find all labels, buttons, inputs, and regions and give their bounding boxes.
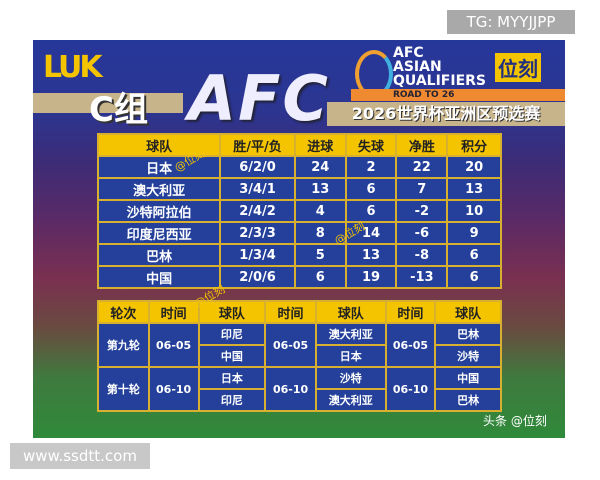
column-header: 球队	[434, 300, 502, 324]
match-date: 06-05	[264, 322, 317, 368]
logo-line: QUALIFIERS	[393, 73, 487, 89]
site-watermark: www.ssdtt.com	[10, 443, 150, 469]
table-row: 日本 6/2/0 24 2 22 20	[96, 155, 502, 179]
match-team: 澳大利亚	[314, 322, 387, 346]
table-cell: 6/2/0	[219, 155, 296, 179]
column-header: 积分	[446, 133, 502, 157]
table-cell: 13	[293, 177, 347, 201]
road-to-26: ROAD TO 26	[351, 89, 565, 101]
table-cell: 13	[344, 243, 398, 267]
match-date: 06-10	[384, 366, 437, 412]
fixture-row: 印尼 澳大利亚 巴林	[98, 388, 502, 412]
table-cell: 沙特阿拉伯	[96, 199, 222, 223]
subtitle: 2026世界杯亚洲区预选赛	[327, 102, 565, 126]
match-date: 06-05	[147, 322, 200, 368]
footer-credit: 头条 @位刻	[483, 414, 547, 428]
round-label: 第十轮	[97, 366, 150, 412]
column-header: 时间	[264, 300, 317, 324]
table-row: 印度尼西亚 2/3/3 8 14 -6 9	[96, 221, 502, 245]
match-team: 印尼	[197, 322, 267, 346]
match-team: 日本	[197, 366, 267, 390]
table-cell: 2/0/6	[219, 265, 296, 289]
standings-table: 球队 胜/平/负 进球 失球 净胜 积分 日本 6/2/0 24 2 22 20 澳大利亚 3/4/1 1…	[96, 133, 502, 289]
match-team: 中国	[197, 344, 267, 368]
table-cell: 6	[446, 265, 502, 289]
logo-line: ASIAN	[393, 59, 442, 75]
header-band	[33, 93, 183, 113]
column-header: 时间	[147, 300, 200, 324]
table-cell: -2	[395, 199, 449, 223]
table-cell: 3/4/1	[219, 177, 296, 201]
match-team: 沙特	[434, 344, 502, 368]
match-date: 06-10	[147, 366, 200, 412]
fixture-row: 中国 日本 沙特	[98, 344, 502, 368]
fixture-row: 第九轮 06-05 印尼 06-05 澳大利亚 06-05 巴林	[97, 322, 502, 368]
table-cell: 2/4/2	[219, 199, 296, 223]
brand-logo: 位刻	[495, 53, 541, 82]
table-cell: 2	[344, 155, 398, 179]
table-cell: 澳大利亚	[96, 177, 222, 201]
table-cell: -6	[395, 221, 449, 245]
column-header: 球队	[197, 300, 267, 324]
column-header: 失球	[344, 133, 398, 157]
afc-qualifiers-logo: AFC ASIAN QUALIFIERS	[393, 46, 486, 88]
table-cell: -13	[395, 265, 449, 289]
match-team: 印尼	[197, 388, 267, 412]
match-team: 沙特	[314, 366, 387, 390]
luk-logo: LUK	[43, 50, 103, 85]
table-row: 中国 2/0/6 6 19 -13 6	[96, 265, 502, 289]
table-row: 沙特阿拉伯 2/4/2 4 6 -2 10	[96, 199, 502, 223]
table-cell: 20	[446, 155, 502, 179]
tg-watermark: TG: MYYJJPP	[447, 10, 575, 34]
table-cell: 24	[293, 155, 347, 179]
table-cell: 8	[293, 221, 347, 245]
match-team: 巴林	[434, 388, 502, 412]
column-header: 进球	[293, 133, 347, 157]
round-label: 第九轮	[97, 322, 150, 368]
group-label: C组	[89, 90, 148, 130]
column-header: 净胜	[395, 133, 449, 157]
table-cell: 22	[395, 155, 449, 179]
table-cell: 日本	[96, 155, 222, 179]
table-cell: 9	[446, 221, 502, 245]
fixture-row: 第十轮 06-10 日本 06-10 沙特 06-10 中国	[97, 366, 502, 412]
table-cell: 6	[344, 199, 398, 223]
column-header: 球队	[314, 300, 387, 324]
match-team: 巴林	[434, 322, 502, 346]
table-cell: 印度尼西亚	[96, 221, 222, 245]
table-cell: 7	[395, 177, 449, 201]
table-cell: 6	[344, 177, 398, 201]
table-cell: 19	[344, 265, 398, 289]
table-cell: 巴林	[96, 243, 222, 267]
table-cell: 中国	[96, 265, 222, 289]
match-team: 日本	[314, 344, 387, 368]
match-date: 06-05	[384, 322, 437, 368]
poster: LUK C组 AFC AFC ASIAN QUALIFIERS ROAD TO …	[33, 40, 565, 438]
table-cell: 2/3/3	[219, 221, 296, 245]
table-cell: 6	[446, 243, 502, 267]
table-cell: 4	[293, 199, 347, 223]
afc-wordmark: AFC	[188, 62, 330, 135]
table-row: 巴林 1/3/4 5 13 -8 6	[96, 243, 502, 267]
column-header: 胜/平/负	[219, 133, 296, 157]
table-row: 澳大利亚 3/4/1 13 6 7 13	[96, 177, 502, 201]
fixtures-table: 轮次 时间 球队 时间 球队 时间 球队 第九轮 06-05 印尼 06-05 澳大利亚 06-05 巴…	[97, 300, 502, 412]
table-cell: 5	[293, 243, 347, 267]
table-cell: 10	[446, 199, 502, 223]
table-cell: 13	[446, 177, 502, 201]
table-cell: 1/3/4	[219, 243, 296, 267]
column-header: 轮次	[97, 300, 150, 324]
table-cell: 6	[293, 265, 347, 289]
match-team: 澳大利亚	[314, 388, 387, 412]
logo-line: AFC	[393, 45, 424, 61]
match-date: 06-10	[264, 366, 317, 412]
table-cell: 14	[344, 221, 398, 245]
table-cell: -8	[395, 243, 449, 267]
column-header: 球队	[96, 133, 222, 157]
column-header: 时间	[384, 300, 437, 324]
match-team: 中国	[434, 366, 502, 390]
